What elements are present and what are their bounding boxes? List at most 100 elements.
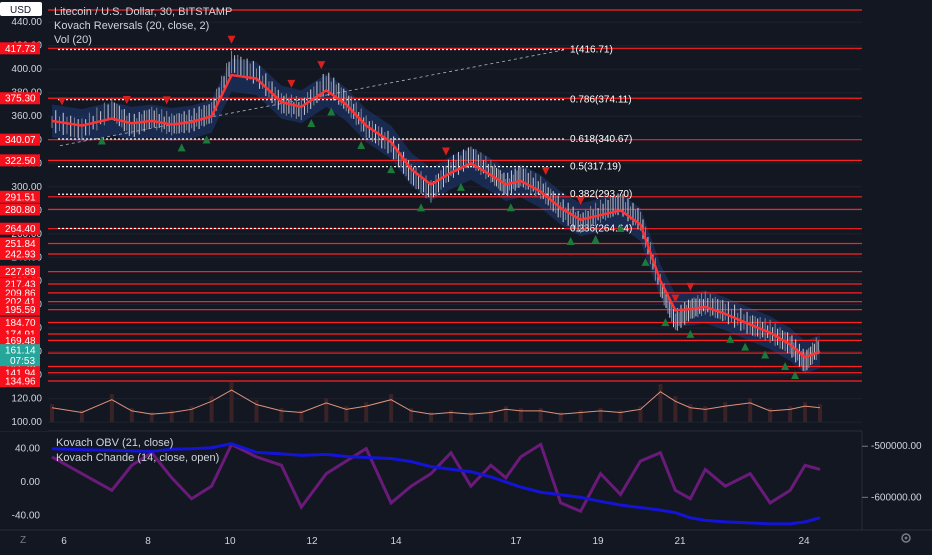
price-tags: 417.73 375.30 340.07 322.50 291.51 280.80 264.…: [0, 42, 40, 387]
volume-bar: [618, 410, 623, 423]
volume-bar: [788, 406, 793, 423]
buy-marker: [661, 318, 670, 327]
fib-label-0.786: 0.786(374.11): [570, 95, 632, 106]
buy-marker: [202, 135, 211, 144]
buy-marker: [506, 203, 515, 212]
price-tag: [0, 247, 40, 260]
time-tick-label: 10: [224, 536, 236, 547]
lower-pane: [51, 442, 821, 526]
price-tag: [0, 374, 40, 387]
buy-marker: [726, 334, 735, 343]
price-tick-label: 400.00: [11, 64, 42, 75]
price-tag-label: 251.84: [5, 239, 36, 250]
chande-line: [51, 442, 821, 514]
price-tag: [0, 303, 40, 316]
volume-bar: [279, 408, 284, 423]
price-tag-label: 217.43: [5, 279, 36, 290]
time-tick-label: 24: [798, 536, 810, 547]
volume-bars: [50, 382, 822, 423]
fib-label-0.236: 0.236(264.64): [570, 223, 632, 234]
chande-tick-label: -40.00: [12, 510, 41, 521]
obv-line: [51, 442, 821, 526]
sell-marker: [441, 147, 450, 156]
price-tag-label: 227.89: [5, 267, 36, 278]
buy-marker: [387, 165, 396, 174]
price-tag-label: 322.50: [5, 156, 36, 167]
indicator-label-reversals[interactable]: Kovach Reversals (20, close, 2): [54, 20, 209, 32]
price-tag: [0, 316, 40, 329]
volume-bar: [723, 402, 728, 423]
time-axis[interactable]: 6 8 10 12 14 17 19 21 24: [0, 529, 932, 547]
volume-bar: [578, 410, 583, 423]
volume-ma-line: [51, 389, 821, 415]
volume-bar: [50, 404, 54, 423]
buy-marker: [177, 143, 186, 152]
timezone-z-label[interactable]: Z: [20, 535, 26, 546]
volume-bar: [209, 396, 214, 423]
price-tick-label: 120.00: [11, 394, 42, 405]
sell-marker: [576, 196, 585, 205]
obv-tick-label: -600000.00: [871, 492, 922, 503]
volume-bar: [688, 404, 693, 423]
price-tag: [0, 334, 40, 347]
price-tag: [0, 42, 40, 55]
chande-tick-label: 40.00: [15, 444, 40, 455]
price-tag-label: 169.48: [5, 336, 36, 347]
volume-bar: [229, 382, 234, 423]
volume-bar: [703, 406, 708, 423]
price-tag-label: 141.94: [5, 368, 36, 379]
currency-badge-bg[interactable]: [0, 2, 42, 16]
horizontal-levels[interactable]: [48, 9, 862, 382]
price-tag-label: 184.70: [5, 318, 36, 329]
volume-bar: [468, 412, 473, 423]
indicator-label-chande[interactable]: Kovach Chande (14, close, open): [56, 452, 219, 464]
buy-marker: [616, 224, 625, 232]
moving-average-line: [51, 73, 821, 359]
price-tag: [0, 222, 40, 235]
gear-icon[interactable]: [901, 533, 911, 543]
price-tag-label: 340.07: [5, 135, 36, 146]
buy-marker: [591, 235, 600, 244]
buy-marker: [327, 107, 336, 116]
time-tick-label: 17: [510, 536, 522, 547]
buy-marker: [641, 257, 650, 266]
price-tag: [0, 154, 40, 167]
volume-bar: [324, 398, 329, 423]
buy-marker: [686, 329, 695, 338]
buy-marker: [357, 141, 366, 150]
buy-marker: [791, 371, 800, 380]
buy-marker: [307, 119, 316, 128]
volume-bar: [389, 394, 394, 423]
buy-marker: [566, 236, 575, 245]
volume-bar: [169, 410, 174, 423]
sell-marker: [686, 282, 695, 291]
buy-marker: [417, 203, 426, 212]
sell-marker: [162, 96, 171, 105]
countdown-label: 07:53: [10, 356, 35, 367]
currency-badge[interactable]: USD: [10, 5, 31, 16]
price-tag: [0, 190, 40, 203]
buy-marker: [456, 182, 465, 191]
volume-bar: [364, 402, 369, 423]
current-price-tag: [0, 344, 40, 367]
price-tag-label: 375.30: [5, 94, 36, 105]
volume-bar: [818, 404, 822, 423]
volume-bar: [638, 406, 643, 423]
sell-marker: [57, 97, 66, 106]
indicator-label-volume[interactable]: Vol (20): [54, 34, 92, 46]
volume-bar: [673, 396, 678, 423]
price-tag-label: 417.73: [5, 44, 36, 55]
sell-marker: [317, 61, 326, 70]
indicator-label-obv[interactable]: Kovach OBV (21, close): [56, 437, 173, 449]
volume-bar: [558, 412, 563, 423]
price-tag-label: 264.40: [5, 224, 36, 235]
volume-bar: [503, 406, 508, 423]
volume-bar: [254, 400, 259, 423]
time-tick-label: 12: [306, 536, 318, 547]
fib-label-0.5: 0.5(317.19): [570, 162, 621, 173]
price-tag-label: 202.41: [5, 297, 36, 308]
price-tag-label: 209.86: [5, 288, 36, 299]
volume-bar: [429, 412, 434, 423]
